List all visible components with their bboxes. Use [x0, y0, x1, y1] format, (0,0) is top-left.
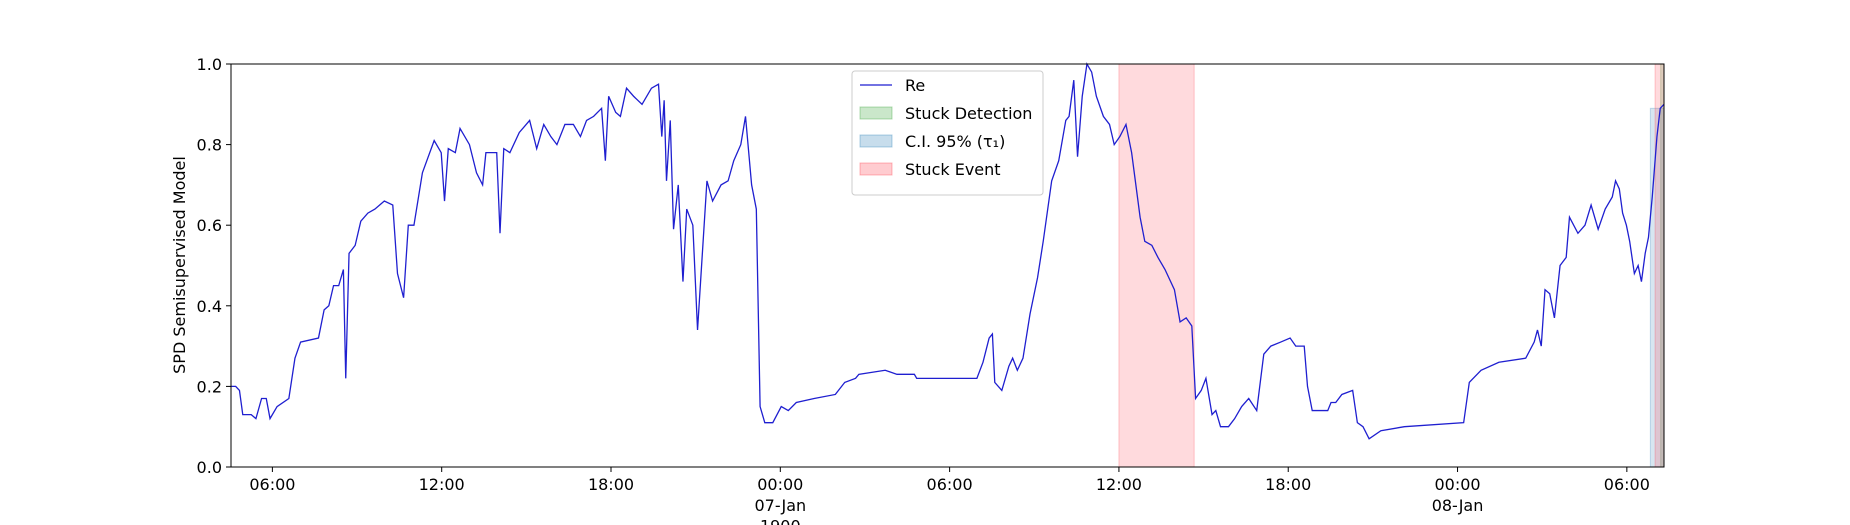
line — [231, 62, 1665, 440]
x-tick-label: 06:00 — [927, 475, 973, 494]
band — [1118, 63, 1195, 468]
y-tick-label: 0.2 — [197, 377, 222, 396]
legend-swatch — [859, 134, 893, 148]
x-tick-label: 12:00 — [1096, 475, 1142, 494]
y-tick-label: 0.6 — [197, 216, 222, 235]
x-tick-label: 06:00 — [249, 475, 295, 494]
legend-box — [851, 70, 1044, 196]
legend-label: Stuck Event — [905, 160, 1001, 179]
band — [1654, 63, 1665, 468]
plot-frame — [230, 63, 1665, 468]
y-tick-label: 0.0 — [197, 458, 222, 477]
legend-swatch — [859, 162, 893, 176]
y-axis-label: SPD Semisupervised Model — [170, 156, 189, 374]
x-tick-label: 18:00 — [588, 475, 634, 494]
x-tick-label: 12:00 — [419, 475, 465, 494]
x-tick-label: 00:00 08-Jan — [1432, 475, 1484, 515]
x-tick-label: 06:00 — [1604, 475, 1650, 494]
legend-label: C.I. 95% (τ₁) — [905, 132, 1005, 151]
x-tick-label: 18:00 — [1265, 475, 1311, 494]
y-tick-label: 0.4 — [197, 297, 222, 316]
y-tick-label: 1.0 — [197, 55, 222, 74]
legend-label: Re — [905, 76, 925, 95]
legend-swatch — [859, 106, 893, 120]
legend-label: Stuck Detection — [905, 104, 1032, 123]
y-tick-label: 0.8 — [197, 136, 222, 155]
